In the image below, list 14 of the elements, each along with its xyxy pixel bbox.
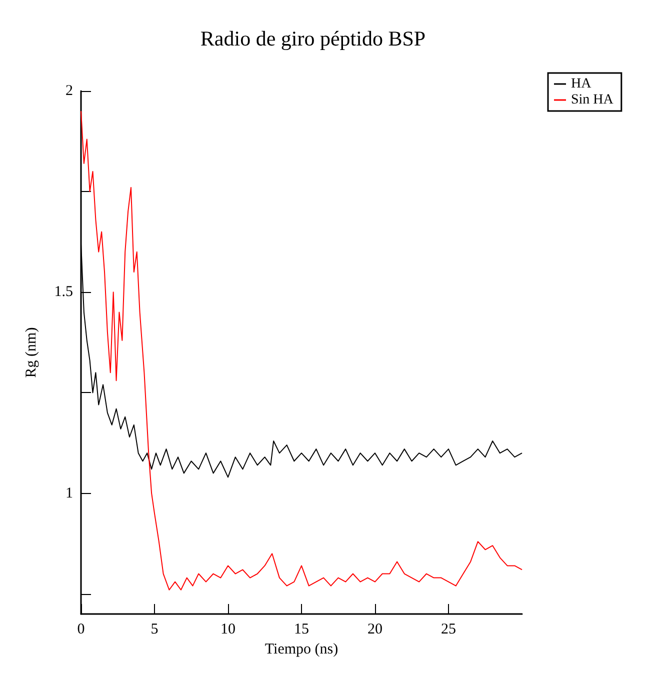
x-tick-label: 25	[441, 622, 456, 638]
y-tick-label: 1	[66, 485, 73, 502]
x-tick-label: 0	[77, 622, 85, 638]
x-tick-label: 5	[150, 622, 158, 638]
x-tick-label: 15	[294, 622, 309, 638]
chart-title: Radio de giro péptido BSP	[200, 26, 426, 50]
x-tick-label: 10	[220, 622, 236, 638]
legend-label: HA	[571, 76, 592, 92]
legend-label: Sin HA	[571, 92, 614, 108]
y-axis-title: Rg (nm)	[24, 327, 40, 378]
x-axis-title: Tiempo (ns)	[264, 641, 338, 658]
y-tick-label: 1.5	[54, 284, 73, 300]
y-tick-label: 2	[66, 83, 73, 99]
x-tick-label: 20	[368, 622, 382, 638]
